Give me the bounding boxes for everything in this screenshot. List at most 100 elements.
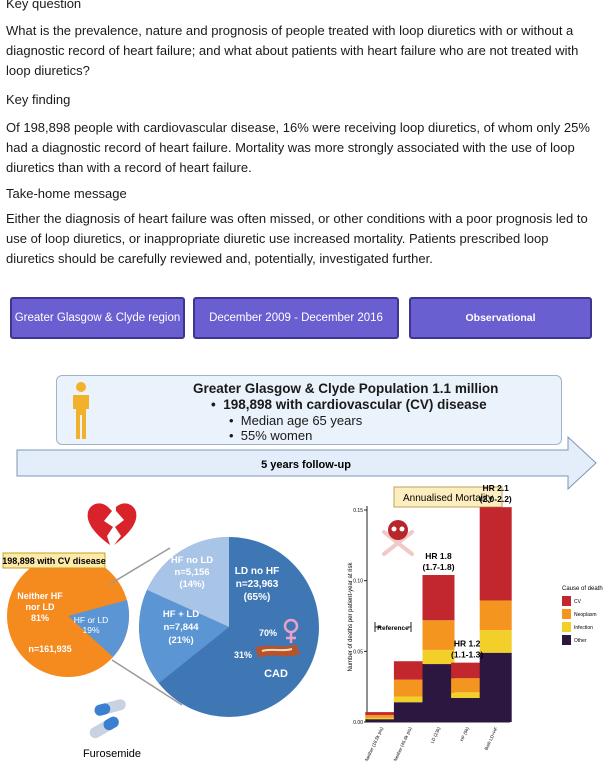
artery-icon bbox=[255, 644, 300, 658]
hf-ld-label: HF + LD bbox=[163, 609, 199, 620]
person-icon bbox=[73, 382, 89, 439]
neither-label-2: nor LD bbox=[26, 602, 55, 612]
skull-crossbones-icon bbox=[382, 520, 414, 556]
bar-segment bbox=[451, 662, 484, 679]
bar-segment bbox=[451, 692, 484, 698]
key-question-text: What is the prevalence, nature and progn… bbox=[6, 23, 579, 78]
bar-segment bbox=[422, 649, 455, 665]
reference-label: Reference bbox=[377, 625, 409, 632]
cv-disease-label: 198,898 with CV disease bbox=[2, 556, 106, 566]
population-bullet: • 198,898 with cardiovascular (CV) disea… bbox=[211, 397, 487, 412]
population-bullet-text: 198,898 with cardiovascular (CV) disease bbox=[223, 397, 487, 412]
population-title: Greater Glasgow & Clyde Population 1.1 m… bbox=[193, 381, 499, 396]
hfld-label: HF or LD bbox=[74, 615, 108, 625]
population-sub2: • 55% women bbox=[229, 428, 313, 443]
hf-no-ld-n: n=5,156 bbox=[174, 567, 209, 578]
x-tick-label: Neither (45.6k pts) bbox=[393, 726, 413, 762]
connector-bottom bbox=[111, 659, 183, 706]
design-tag: Observational bbox=[409, 297, 592, 339]
y-tick-label: 0.05 bbox=[353, 649, 363, 655]
cad-label: CAD bbox=[264, 668, 288, 680]
bar-segment bbox=[365, 714, 398, 718]
key-question-heading: Key question bbox=[6, 0, 82, 11]
population-sub1-text: Median age 65 years bbox=[240, 413, 363, 428]
y-axis-label: Number of deaths per patient-year at ris… bbox=[348, 561, 354, 671]
mortality-chart: Annualised Mortality Number of deaths pe… bbox=[348, 483, 603, 762]
legend-label: Infection bbox=[574, 625, 593, 631]
legend-title: Cause of death bbox=[562, 586, 603, 592]
hr-label: HR 2.1 bbox=[482, 483, 509, 493]
bar-segment bbox=[393, 661, 426, 680]
hr-label: HR 1.2 bbox=[454, 639, 481, 649]
furosemide-label: Furosemide bbox=[83, 748, 141, 760]
bar-segment bbox=[365, 719, 398, 722]
neither-label: Neither HF bbox=[17, 591, 63, 601]
bar-segment bbox=[451, 697, 484, 722]
design-tag-label: Observational bbox=[465, 312, 536, 324]
ld-no-hf-pct: (65%) bbox=[244, 592, 271, 603]
legend-label: Neoplasm bbox=[574, 612, 597, 618]
bar-segment bbox=[422, 575, 455, 621]
bar-segment bbox=[479, 652, 512, 722]
key-finding-heading: Key finding bbox=[6, 92, 71, 107]
connector-top bbox=[109, 547, 171, 585]
women-pct: 70% bbox=[259, 628, 277, 638]
take-home-text: Either the diagnosis of heart failure wa… bbox=[6, 211, 588, 266]
followup-label: 5 years follow-up bbox=[261, 459, 351, 471]
hr-ci-label: (1.1-1.3) bbox=[451, 650, 483, 660]
y-axis-label-text: Number of deaths per patient-year at ris… bbox=[348, 561, 354, 671]
bar-segment bbox=[422, 620, 455, 650]
small-pie-n: n=161,935 bbox=[28, 644, 71, 654]
hf-no-ld-pct: (14%) bbox=[179, 579, 204, 590]
bar-segment bbox=[422, 664, 455, 722]
legend-swatch bbox=[562, 635, 571, 645]
key-finding-text: Of 198,898 people with cardiovascular di… bbox=[6, 120, 590, 175]
bar-segment bbox=[365, 712, 398, 715]
cv-disease-label-box bbox=[2, 552, 106, 569]
x-tick-label: Neither (18.5k pts) bbox=[364, 726, 384, 762]
reference-marker: Reference bbox=[374, 622, 412, 632]
followup-arrow bbox=[16, 435, 597, 491]
chart-title-box bbox=[393, 486, 503, 508]
hf-ld-n: n=7,844 bbox=[163, 622, 199, 633]
chart-title: Annualised Mortality bbox=[403, 493, 493, 504]
legend-swatch bbox=[562, 622, 571, 632]
ld-no-hf-label: LD no HF bbox=[235, 566, 279, 577]
big-pie bbox=[139, 537, 319, 717]
y-tick-label: 0.00 bbox=[353, 720, 363, 726]
female-symbol-icon bbox=[283, 618, 299, 643]
legend-label: Other bbox=[574, 638, 587, 644]
hr-ci-label: (2.0-2.2) bbox=[480, 494, 512, 504]
bar-segment bbox=[393, 702, 426, 722]
x-tick-label: LD (23k) bbox=[430, 726, 442, 744]
cad-pct: 31% bbox=[234, 650, 252, 660]
bar-segment bbox=[479, 630, 512, 653]
region-tag: Greater Glasgow & Clyde region bbox=[10, 297, 185, 339]
population-sub2-text: 55% women bbox=[240, 428, 313, 443]
broken-heart-icon bbox=[87, 503, 137, 545]
period-tag: December 2009 - December 2016 bbox=[193, 297, 399, 339]
pills-icon bbox=[89, 699, 126, 739]
bar-segment bbox=[479, 600, 512, 631]
ld-no-hf-n: n=23,963 bbox=[236, 579, 279, 590]
hr-ci-label: (1.7-1.8) bbox=[422, 562, 454, 572]
hfld-pct: 19% bbox=[82, 625, 99, 635]
population-sub1: • Median age 65 years bbox=[229, 413, 363, 428]
region-tag-label: Greater Glasgow & Clyde region bbox=[14, 312, 181, 324]
x-tick-label: Both LD+HF bbox=[484, 726, 499, 751]
hr-label: HR 1.8 bbox=[425, 551, 452, 561]
y-tick-label: 0.15 bbox=[353, 508, 363, 514]
y-tick-label: 0.10 bbox=[353, 579, 363, 585]
small-pie bbox=[7, 555, 130, 677]
legend-swatch bbox=[562, 596, 571, 606]
take-home-heading: Take-home message bbox=[6, 186, 127, 201]
population-box: Greater Glasgow & Clyde Population 1.1 m… bbox=[56, 375, 562, 445]
x-tick-label: HF (5k) bbox=[459, 726, 470, 742]
bar-segment bbox=[479, 507, 512, 601]
bar-segment bbox=[393, 696, 426, 703]
hf-no-ld-label: HF no LD bbox=[171, 555, 213, 566]
legend-swatch bbox=[562, 609, 571, 619]
hf-ld-pct: (21%) bbox=[168, 635, 193, 646]
bar-segment bbox=[365, 717, 398, 720]
